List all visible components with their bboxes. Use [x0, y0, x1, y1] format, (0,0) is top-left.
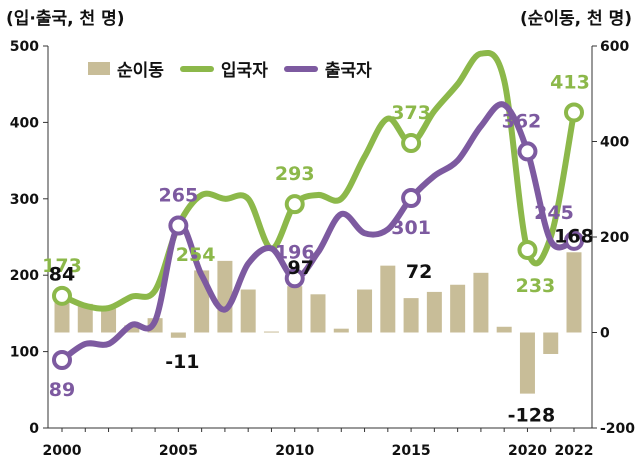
inbound-marker — [564, 102, 584, 123]
net-bar — [519, 332, 535, 394]
net-bar — [124, 325, 140, 333]
net-bar — [287, 286, 303, 333]
net-bar — [310, 294, 326, 333]
legend-swatch-outbound — [283, 65, 318, 72]
outbound-marker — [401, 188, 422, 209]
legend-swatch-inbound — [179, 65, 214, 72]
inbound-marker — [52, 285, 72, 306]
legend-item-outbound: 출국자 — [283, 56, 372, 81]
net-bar — [101, 308, 117, 333]
outbound-data-label: 265 — [159, 185, 199, 207]
inbound-data-label: 373 — [391, 102, 431, 124]
net-data-label: 168 — [554, 225, 594, 247]
outbound-data-label: 89 — [49, 379, 75, 401]
legend-label-outbound: 출국자 — [324, 61, 372, 81]
legend-label-net: 순이동 — [117, 61, 164, 81]
net-bar — [426, 291, 442, 333]
net-bar — [380, 265, 396, 333]
x-tick-label: 2000 — [43, 443, 82, 459]
net-bar — [496, 326, 512, 333]
outbound-marker — [168, 215, 189, 236]
inbound-marker — [401, 133, 422, 154]
outbound-data-label: 301 — [391, 217, 431, 239]
x-tick-label: 2005 — [159, 443, 198, 459]
outbound-marker — [564, 230, 584, 251]
net-bar — [473, 272, 489, 333]
net-bar — [333, 328, 349, 333]
left-tick-label: 300 — [10, 192, 39, 208]
left-tick-label: 100 — [10, 345, 39, 361]
outbound-data-label: 245 — [534, 202, 574, 224]
outbound-marker — [517, 141, 538, 162]
right-tick-label: 400 — [600, 135, 629, 151]
x-tick-label: 2022 — [555, 443, 594, 459]
net-data-label: 84 — [49, 263, 75, 285]
inbound-data-label: 254 — [176, 244, 216, 266]
inbound-line — [59, 49, 577, 312]
outbound-marker — [284, 268, 305, 289]
legend-swatch-net — [88, 62, 110, 75]
net-data-label: -128 — [508, 405, 556, 427]
net-bar — [450, 284, 466, 333]
outbound-marker — [52, 350, 72, 371]
right-tick-label: -200 — [600, 421, 635, 437]
left-tick-label: 200 — [10, 268, 39, 284]
left-axis-title: (입·출국, 천 명) — [6, 9, 125, 29]
inbound-marker — [517, 239, 538, 260]
inbound-data-label: 233 — [516, 275, 556, 297]
left-tick-label: 500 — [10, 39, 39, 55]
net-bar — [357, 289, 373, 333]
net-bar — [403, 298, 419, 333]
net-bar — [566, 252, 582, 333]
left-tick-label: 0 — [29, 421, 39, 437]
right-tick-label: 0 — [600, 326, 610, 342]
x-tick-label: 2015 — [392, 443, 431, 459]
legend: 순이동 입국자 출국자 — [88, 56, 388, 81]
net-bar — [263, 331, 279, 333]
net-bar — [543, 332, 559, 354]
outbound-line — [59, 101, 577, 364]
right-tick-label: 600 — [600, 39, 629, 55]
net-bar — [77, 303, 93, 333]
x-tick-label: 2020 — [508, 443, 547, 459]
net-data-label: 72 — [406, 261, 432, 283]
right-tick-label: 200 — [600, 230, 629, 246]
net-bar — [170, 332, 186, 338]
outbound-data-label: 196 — [275, 241, 315, 263]
net-bar — [240, 289, 256, 333]
left-tick-label: 400 — [10, 115, 39, 131]
net-bar — [217, 260, 233, 333]
inbound-data-label: 413 — [550, 71, 590, 93]
legend-item-inbound: 입국자 — [179, 56, 268, 81]
legend-item-net: 순이동 — [88, 56, 164, 81]
net-data-label: 97 — [288, 257, 314, 279]
right-axis-title: (순이동, 천 명) — [519, 9, 632, 29]
legend-label-inbound: 입국자 — [220, 61, 268, 81]
net-data-label: -11 — [165, 351, 199, 373]
inbound-data-label: 173 — [42, 255, 82, 277]
x-tick-label: 2010 — [275, 443, 314, 459]
inbound-marker — [284, 194, 305, 215]
outbound-data-label: 362 — [502, 110, 542, 132]
inbound-data-label: 293 — [275, 163, 315, 185]
